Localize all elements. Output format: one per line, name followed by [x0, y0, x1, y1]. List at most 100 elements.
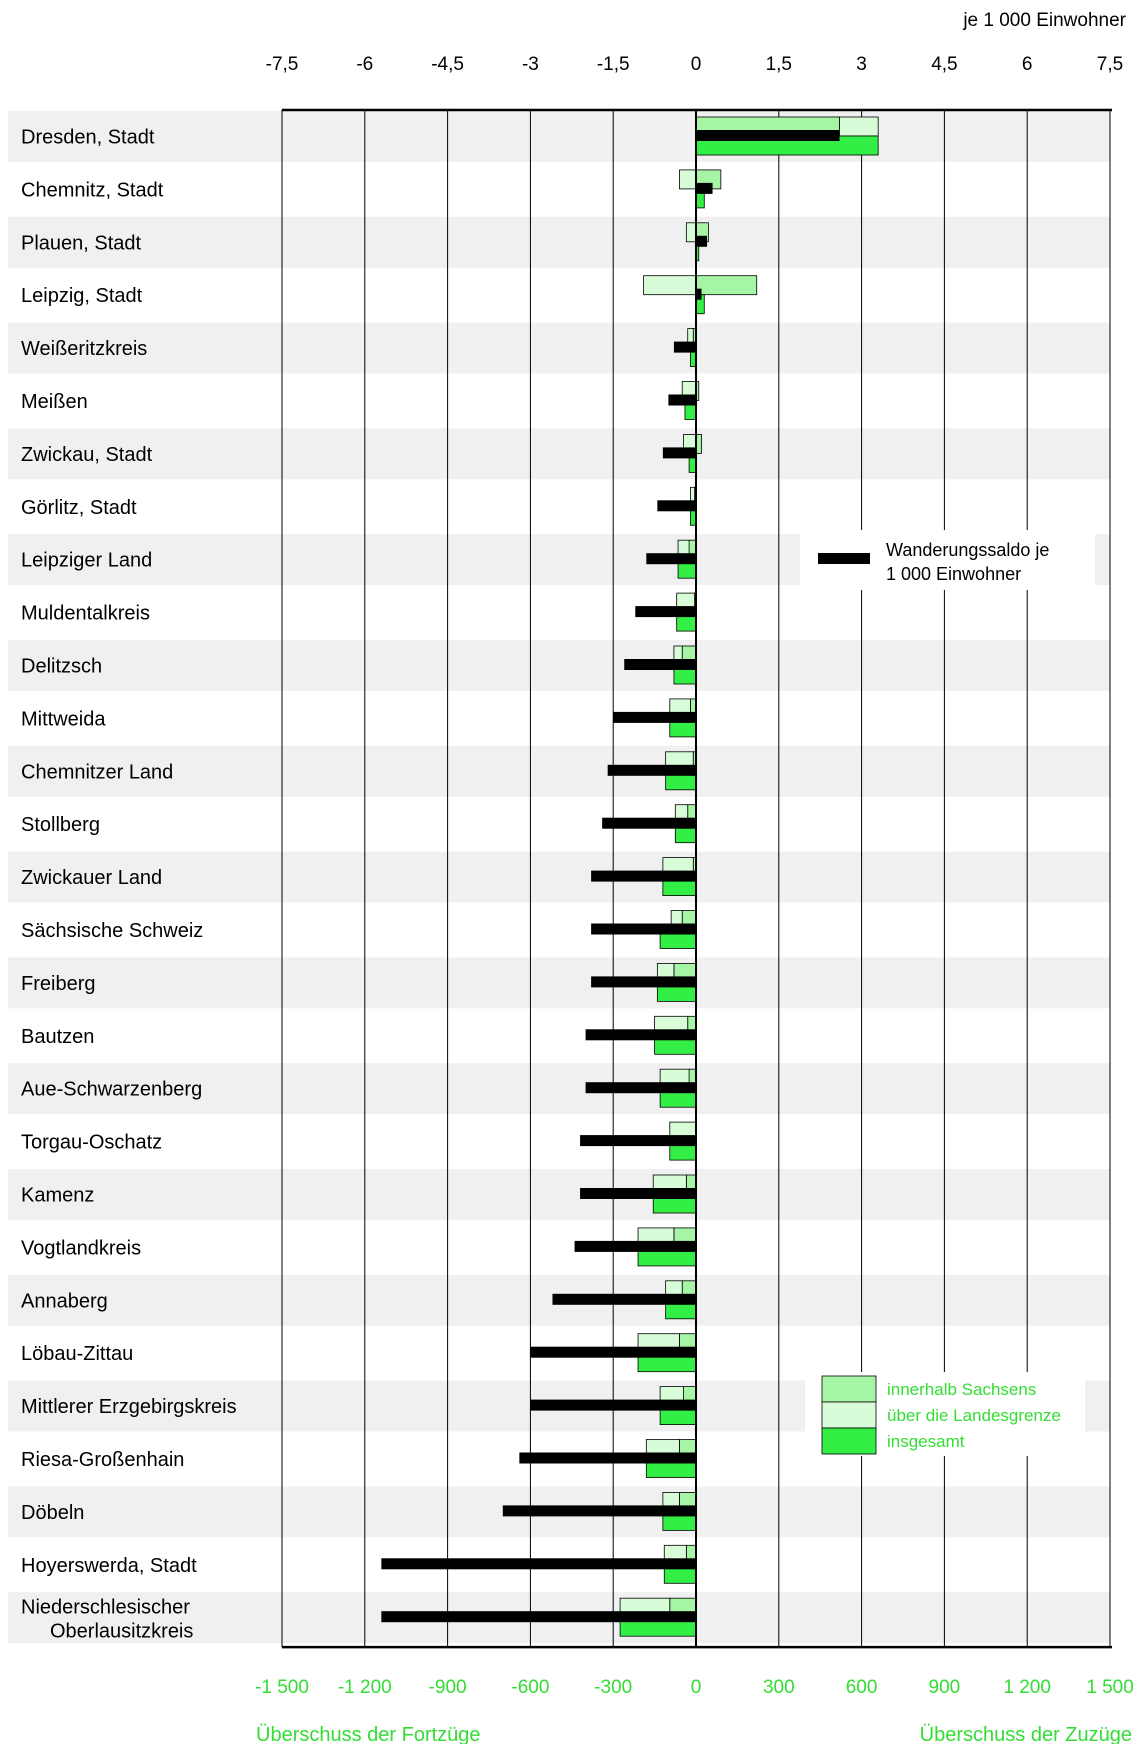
bottom-tick-label: -300: [594, 1677, 632, 1698]
category-label: Muldentalkreis: [21, 603, 150, 625]
bar-saldo: [585, 1029, 696, 1041]
bar-saldo: [646, 553, 696, 565]
category-label: Annaberg: [21, 1290, 108, 1312]
category-label: Görlitz, Stadt: [21, 497, 137, 519]
bar-saldo: [580, 1135, 696, 1147]
bar-saldo: [574, 1240, 696, 1252]
category-label: Riesa-Großenhain: [21, 1449, 184, 1471]
row-band: [8, 957, 1110, 1009]
top-tick-label: -1,5: [597, 54, 630, 75]
bar-saldo: [530, 1399, 696, 1411]
bottom-tick-label: 1 500: [1086, 1677, 1134, 1698]
top-tick-label: -6: [356, 54, 373, 75]
row-band: [8, 1221, 1110, 1273]
category-label: Chemnitzer Land: [21, 761, 173, 783]
category-label: Delitzsch: [21, 655, 102, 677]
legend-bar-swatch: [821, 1427, 877, 1455]
category-label: Zwickau, Stadt: [21, 444, 153, 466]
top-tick-label: 0: [691, 54, 702, 75]
category-label: Mittlerer Erzgebirgskreis: [21, 1396, 237, 1418]
legend-bar-swatch: [821, 1401, 877, 1429]
category-label: Plauen, Stadt: [21, 232, 142, 254]
bars-layer: [381, 116, 879, 1637]
category-label: Meißen: [21, 391, 88, 413]
category-labels: Dresden, Stadt Chemnitz, Stadt Plauen, Sta…: [21, 126, 237, 1642]
bottom-tick-label: 900: [929, 1677, 961, 1698]
bottom-tick-label: -1 500: [255, 1677, 309, 1698]
legend-bar-swatch: [821, 1375, 877, 1403]
axes-layer: -7,5 -6 -4,5 -3 -1,5 0 1,5 3 4,5 6 7,5 je 1 000 Ein…: [255, 10, 1134, 1744]
category-label: Niederschlesischer: [21, 1597, 190, 1619]
bar-saldo: [668, 394, 696, 406]
row-band: [8, 745, 1110, 797]
category-label: Dresden, Stadt: [21, 126, 155, 148]
legend-bar-text: über die Landesgrenze: [887, 1406, 1061, 1425]
row-band: [8, 1116, 1110, 1167]
top-tick-label: 3: [856, 54, 867, 75]
bar-saldo: [580, 1188, 696, 1199]
bar-saldo: [381, 1611, 696, 1623]
bottom-tick-label: -900: [429, 1677, 467, 1698]
bar-saldo: [673, 341, 696, 353]
bar-saldo: [696, 130, 840, 141]
category-label: Bautzen: [21, 1026, 94, 1048]
bar-upper: [839, 116, 879, 137]
left-axis-title: Überschuss der Fortzüge: [256, 1724, 481, 1744]
row-band: [8, 163, 1110, 215]
bottom-tick-label: 1 200: [1003, 1677, 1051, 1698]
top-tick-label: -4,5: [431, 54, 464, 75]
bottom-tick-label: 300: [763, 1677, 795, 1698]
category-label: Freiberg: [21, 973, 95, 995]
category-label: Vogtlandkreis: [21, 1237, 141, 1259]
category-label: Aue-Schwarzenberg: [21, 1079, 202, 1101]
top-tick-label: 7,5: [1097, 54, 1123, 75]
row-band: [8, 1063, 1110, 1115]
bar-saldo: [591, 976, 696, 988]
bar-saldo: [530, 1346, 696, 1358]
right-axis-title: Überschuss der Zuzüge: [920, 1724, 1132, 1744]
category-label: Oberlausitzkreis: [50, 1621, 193, 1643]
category-label: Löbau-Zittau: [21, 1343, 133, 1365]
category-label: Sächsische Schweiz: [21, 920, 203, 942]
row-band: [8, 640, 1110, 691]
bottom-tick-label: -1 200: [338, 1677, 392, 1698]
bar-saldo: [585, 1082, 696, 1094]
category-label: Döbeln: [21, 1502, 84, 1524]
category-label: Zwickauer Land: [21, 867, 162, 889]
row-band: [8, 851, 1110, 903]
legend-saldo-text: Wanderungssaldo je: [886, 540, 1049, 560]
row-band: [8, 1010, 1110, 1062]
row-band: [8, 904, 1110, 956]
bottom-tick-label: 0: [691, 1677, 702, 1698]
bottom-tick-label: -600: [511, 1677, 549, 1698]
row-band: [8, 587, 1110, 638]
bar-saldo: [696, 288, 702, 300]
bar-saldo: [607, 764, 696, 776]
category-label: Kamenz: [21, 1184, 94, 1206]
row-band: [8, 1169, 1110, 1220]
bar-upper: [679, 169, 697, 190]
row-band: [8, 111, 1110, 162]
row-band: [8, 375, 1110, 427]
category-label: Mittweida: [21, 708, 106, 730]
legend-saldo-swatch: [818, 553, 870, 564]
bar-upper: [685, 222, 697, 243]
row-band: [8, 692, 1110, 744]
top-axis-unit: je 1 000 Einwohner: [962, 10, 1126, 31]
row-band: [8, 798, 1110, 850]
row-band: [8, 322, 1110, 374]
bar-saldo: [662, 447, 696, 459]
bar-saldo: [591, 923, 696, 935]
category-label: Hoyerswerda, Stadt: [21, 1555, 197, 1577]
category-label: Stollberg: [21, 814, 100, 836]
top-tick-label: 6: [1022, 54, 1033, 75]
bar-upper: [695, 275, 758, 296]
bar-saldo: [519, 1452, 696, 1464]
bar-saldo: [635, 606, 696, 618]
legend-bar-text: insgesamt: [887, 1432, 965, 1451]
legend: Wanderungssaldo je 1 000 Einwohner innerha…: [800, 530, 1095, 1456]
bar-saldo: [613, 711, 696, 723]
top-tick-label: 4,5: [931, 54, 957, 75]
bar-upper: [643, 275, 697, 296]
